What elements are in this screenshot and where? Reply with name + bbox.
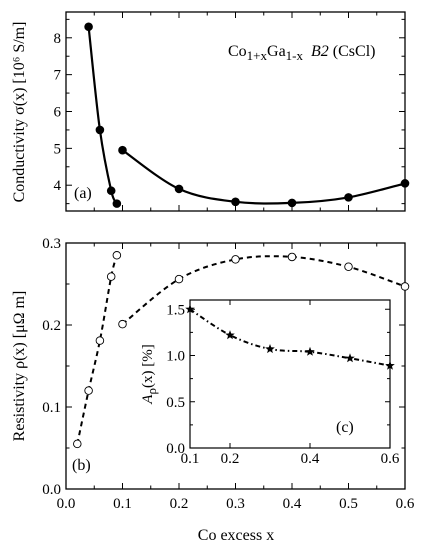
data-point [112, 199, 122, 208]
series-line-a-0 [87, 26, 118, 205]
ytick-label: 7 [54, 68, 62, 84]
series-line-a-1 [121, 149, 406, 205]
data-point [95, 336, 105, 345]
panel-c-ylabel: Aρ(x) [%] [140, 344, 159, 404]
xtick-label: 0.1 [113, 496, 132, 512]
ytick-label: 6 [54, 105, 62, 121]
data-point [225, 330, 235, 340]
data-point [118, 145, 127, 155]
ytick-label: 1.0 [166, 349, 185, 365]
xtick-label: 0.4 [283, 496, 302, 512]
data-point [231, 255, 240, 264]
data-point [84, 386, 93, 395]
data-point [106, 272, 116, 281]
data-point [185, 304, 195, 314]
data-point [174, 274, 184, 284]
data-point [344, 193, 353, 202]
data-point [344, 262, 353, 272]
xtick-label: 0.5 [339, 496, 358, 512]
structure-label: (CsCl) [333, 43, 376, 60]
panel-a-conductivity: 4 5 6 7 8 Conductivity σ(x) [10⁶ S/m] (a) Co… [11, 11, 410, 212]
panel-a-frame [65, 11, 406, 212]
formula-co: Co [228, 43, 247, 60]
data-point [287, 198, 297, 208]
ytick-label: 0.3 [42, 236, 61, 252]
ytick-label: 0.2 [42, 318, 61, 334]
data-point [400, 282, 410, 291]
panel-c-frame [189, 299, 391, 449]
panel-b-label: (b) [72, 457, 91, 474]
data-point [174, 184, 184, 194]
phase-label: B2 [311, 43, 329, 60]
data-point [112, 251, 122, 260]
panel-c-ylabel-base: A [140, 394, 156, 405]
ytick-label: 0.1 [42, 400, 61, 416]
formula-co-sub: 1+x [247, 48, 268, 63]
data-point [73, 439, 82, 449]
panel-a-label: (a) [74, 185, 92, 202]
data-point [345, 353, 355, 363]
ytick-label: 0.5 [166, 395, 185, 411]
panel-a-annotation: Co1+xGa1-x B2 (CsCl) [228, 43, 375, 63]
data-point [95, 125, 105, 135]
xtick-label: 0.4 [301, 451, 320, 467]
formula-ga-sub: 1-x [286, 48, 304, 63]
panel-c-label: (c) [336, 419, 354, 436]
data-point [231, 197, 240, 207]
series-line-b-0 [76, 255, 118, 445]
ytick-label: 0.0 [166, 441, 185, 457]
ytick-label: 8 [54, 31, 62, 47]
panel-b-ylabel: Resistivity ρ(x) [μΩ m] [11, 291, 28, 442]
data-point [118, 319, 127, 329]
formula-ga: Ga [267, 43, 286, 60]
panel-b-xlabel: Co excess x [198, 527, 274, 544]
panel-c-inset: 0.0 0.5 1.0 1.5 0.1 0.2 0.4 0.6 Aρ(x) [%] (c) [140, 299, 400, 467]
data-point [84, 22, 93, 32]
xtick-label: 0.2 [170, 496, 189, 512]
ytick-label: 1.5 [166, 302, 185, 318]
data-point [385, 360, 395, 370]
panel-b-resistivity: 0.00.10.20.30.0 0.1 0.2 0.3 0.4 0.5 0.6 Resist… [11, 236, 415, 544]
xtick-label: 0.6 [381, 451, 400, 467]
ytick-label: 5 [54, 141, 62, 157]
panel-c-ylabel-rest: (x) [%] [140, 344, 156, 388]
ytick-label: 4 [54, 178, 62, 194]
panel-a-ylabel: Conductivity σ(x) [10⁶ S/m] [11, 22, 28, 203]
xtick-label: 0.3 [226, 496, 245, 512]
xtick-label: 0.1 [181, 451, 200, 467]
xtick-label: 0.2 [221, 451, 240, 467]
data-point [106, 186, 116, 196]
xtick-label: 0.0 [57, 496, 76, 512]
xtick-label: 0.6 [396, 496, 415, 512]
series-line-b-1 [121, 255, 406, 325]
data-point [287, 252, 297, 262]
data-point [265, 344, 275, 354]
data-point [400, 179, 410, 188]
ytick-label: 0.0 [42, 482, 61, 498]
panel-c-ylabel-sub: ρ [144, 388, 159, 395]
data-point [305, 346, 315, 356]
